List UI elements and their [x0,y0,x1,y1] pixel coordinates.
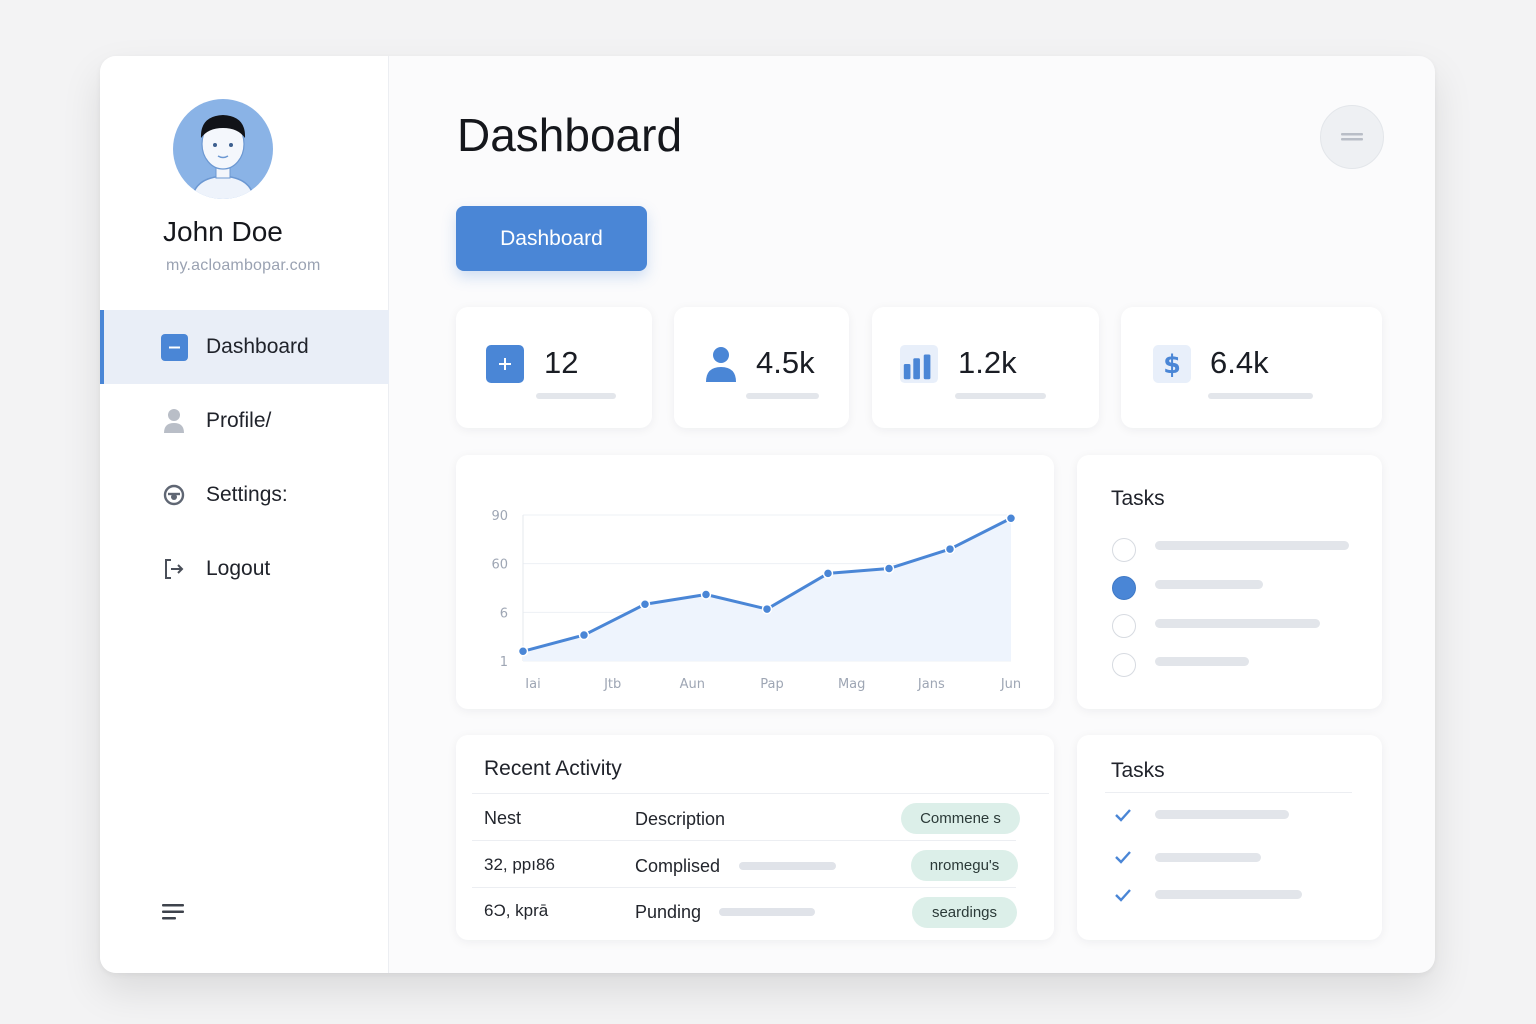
column-header: Nest [484,808,522,828]
y-tick-label: 6 [500,606,508,621]
y-tick-label: 60 [491,558,508,573]
area-fill [523,518,1011,661]
tasks-title: Tasks [1111,487,1165,510]
table-cell: Complised [635,856,721,876]
description-bar [739,862,836,870]
x-tick-label: Aun [680,677,705,692]
recent-activity-card: Recent Activity Nest Description Commene… [456,735,1054,940]
sidebar-nav: Dashboard Profile/ Settings: Logout [100,310,389,606]
check-icon[interactable] [1113,847,1133,867]
y-tick-label: 90 [491,509,508,524]
stat-card-revenue[interactable]: $ 6.4k [1121,307,1382,428]
task-line [1155,657,1249,666]
sidebar-item-label: Settings: [206,483,288,506]
user-email: my.acloambopar.com [166,257,321,274]
tasks-title: Tasks [1111,759,1165,782]
settings-icon [160,481,188,509]
task-line [1155,541,1349,550]
app-window: John Doe my.acloambopar.com Dashboard Pr… [100,56,1435,973]
task-radio[interactable] [1112,538,1136,562]
task-line [1155,890,1302,899]
chart-card: 90 60 6 1 Iai Jtb Aun Pap Mag Jans Jun [456,455,1054,709]
dashboard-icon [160,333,188,361]
data-point [578,629,590,641]
card-divider [1105,792,1352,793]
stat-value: 1.2k [958,345,1017,380]
data-point [517,646,529,657]
stat-card-users[interactable]: 4.5k [674,307,849,428]
x-tick-label: Jun [1000,677,1021,692]
data-point [822,568,834,579]
dashboard-button[interactable]: Dashboard [456,206,647,271]
plus-icon [486,345,524,383]
status-badge[interactable]: Commene s [901,803,1020,834]
task-line [1155,619,1320,628]
task-radio[interactable] [1112,653,1136,677]
sidebar-item-label: Dashboard [206,335,309,358]
user-icon [160,407,188,435]
x-tick-label: Mag [838,677,865,692]
task-radio[interactable] [1112,576,1136,600]
y-tick-label: 1 [500,655,508,670]
options-button[interactable] [1320,105,1384,169]
svg-text:$: $ [1163,349,1181,379]
bar-chart-icon [900,345,938,383]
sidebar-item-settings[interactable]: Settings: [100,458,389,532]
stat-value: 6.4k [1210,345,1269,380]
user-icon [702,345,740,383]
avatar[interactable] [172,98,274,200]
description-bar [719,908,815,916]
sidebar-item-dashboard[interactable]: Dashboard [100,310,389,384]
stat-value: 12 [544,345,579,380]
status-badge[interactable]: seardings [912,897,1017,928]
check-icon[interactable] [1113,885,1133,905]
task-radio[interactable] [1112,614,1136,638]
column-header: Description [635,809,726,829]
dollar-icon: $ [1153,345,1191,383]
stat-card-tasks[interactable]: 12 [456,307,652,428]
stat-card-views[interactable]: 1.2k [872,307,1099,428]
table-cell: 32, ppı86 [484,855,555,874]
x-tick-label: Iai [525,677,540,692]
user-name: John Doe [163,216,283,247]
stat-bar [536,393,616,399]
table-cell: 6Ͻ, kprā [484,901,549,920]
stat-bar [955,393,1046,399]
stat-bar [1208,393,1313,399]
menu-icon[interactable] [162,901,186,923]
tasks-card: Tasks [1077,455,1382,709]
task-line [1155,810,1289,819]
x-tick-label: Pap [760,677,783,692]
logout-icon [160,555,188,583]
x-tick-label: Jans [917,677,945,692]
status-badge[interactable]: nromegu's [911,850,1018,881]
recent-activity-title: Recent Activity [484,757,622,780]
stat-value: 4.5k [756,345,815,380]
sidebar-item-label: Profile/ [206,409,272,432]
table-divider [472,887,1016,888]
x-tick-label: Jtb [603,677,621,692]
data-point [639,598,651,610]
table-cell: Punding [635,902,702,922]
line-chart: 90 60 6 1 Iai Jtb Aun Pap Mag Jans Jun [491,509,1021,692]
page-title: Dashboard [457,109,683,161]
data-point [1005,512,1017,524]
sidebar-item-profile[interactable]: Profile/ [100,384,389,458]
minus-icon [1341,133,1363,141]
data-point [761,603,773,615]
table-divider [472,793,1049,794]
sidebar-item-logout[interactable]: Logout [100,532,389,606]
task-line [1155,853,1261,862]
stat-bar [746,393,819,399]
data-point [944,543,956,555]
task-line [1155,580,1263,589]
tasks-card-completed: Tasks [1077,735,1382,940]
sidebar-item-label: Logout [206,557,271,580]
data-point [700,589,712,600]
main-content: Dashboard Dashboard 12 4.5k [389,56,1435,973]
sidebar: John Doe my.acloambopar.com Dashboard Pr… [100,56,389,973]
data-point [883,563,895,574]
check-icon[interactable] [1113,805,1133,825]
table-divider [472,840,1016,841]
